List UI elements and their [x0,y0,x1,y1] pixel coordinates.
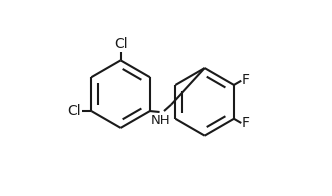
Text: F: F [242,73,250,87]
Text: Cl: Cl [114,37,127,51]
Text: Cl: Cl [68,104,81,118]
Text: NH: NH [151,114,170,127]
Text: F: F [242,116,250,130]
